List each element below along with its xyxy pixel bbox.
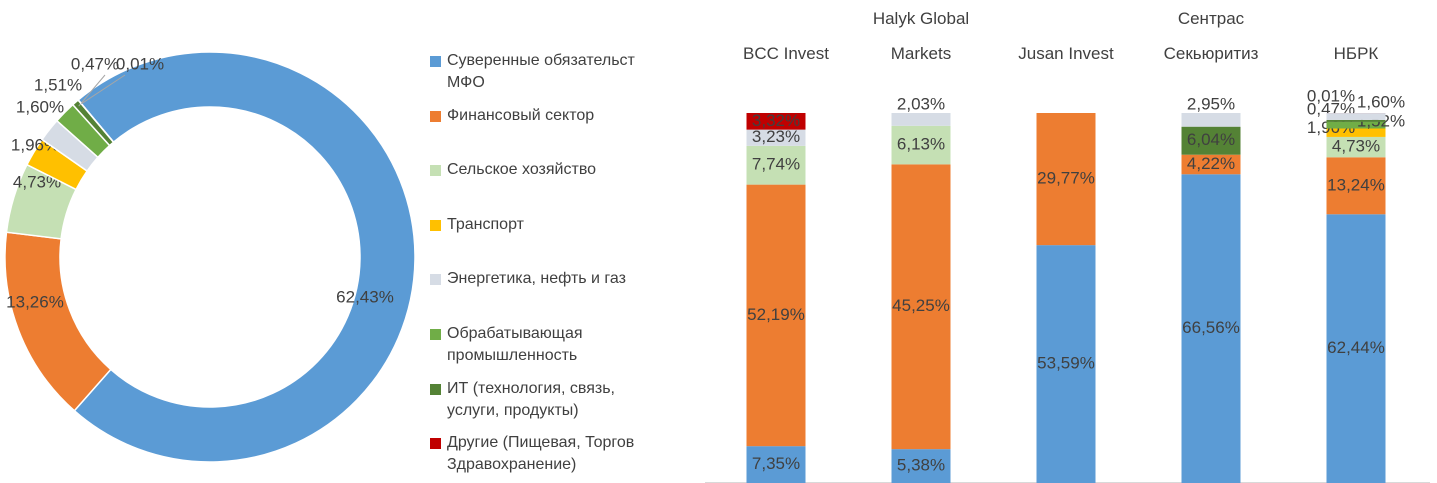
bar-segment: [1326, 214, 1386, 483]
data-label: 13,24%: [1327, 175, 1385, 194]
legend-label: ИТ (технология, связь, услуги, продукты): [447, 379, 615, 419]
data-label: 66,56%: [1182, 318, 1240, 337]
legend-item: Обрабатывающая промышленность: [430, 323, 667, 378]
bar-segment: [891, 125, 951, 165]
legend-item: Суверенные обязательст МФО: [430, 50, 667, 105]
data-label: 29,77%: [1037, 169, 1095, 188]
data-label: 3,23%: [752, 127, 800, 146]
data-label: 7,74%: [752, 155, 800, 174]
legend-swatch: [430, 383, 441, 395]
bar-segment: [1326, 113, 1386, 120]
leader-line: [81, 74, 126, 105]
legend-label: Транспорт: [447, 215, 524, 233]
legend: Суверенные обязательст МФО Финансовый сек…: [430, 50, 667, 483]
data-label: 62,43%: [336, 287, 394, 306]
legend-label: Суверенные обязательст МФО: [447, 52, 635, 91]
legend-label: Энергетика, нефть и газ: [447, 270, 626, 288]
bar-segment: [1181, 126, 1241, 155]
category-label: Сентрас Секьюритиз: [1164, 9, 1259, 63]
bar-segment: [1181, 154, 1241, 175]
data-label: 0,01%: [116, 54, 164, 73]
bar-segment: [1326, 136, 1386, 158]
bar-segment: [891, 113, 951, 126]
data-label: 5,38%: [897, 456, 945, 475]
data-label: 6,13%: [897, 135, 945, 154]
data-label: 2,03%: [897, 94, 945, 113]
donut-slice: [4, 231, 112, 412]
bar-segment: [1326, 121, 1386, 129]
bar-segment: [1326, 157, 1386, 215]
category-label: НБРК: [1334, 44, 1379, 63]
bar-segment: [746, 113, 806, 130]
donut-slice: [73, 51, 416, 463]
bar-segment: [746, 145, 806, 185]
category-label: Jusan Invest: [1018, 44, 1114, 63]
data-label: 2,95%: [1187, 94, 1235, 113]
data-label: 0,01%: [1307, 86, 1355, 105]
bar-segment: [746, 446, 806, 483]
leader-line: [78, 74, 106, 107]
legend-swatch: [430, 110, 441, 122]
legend-swatch: [430, 438, 441, 450]
data-label: 53,59%: [1037, 354, 1095, 373]
data-label: 4,73%: [13, 172, 61, 191]
data-label: 1,51%: [34, 75, 82, 94]
bar-segment: [1326, 128, 1386, 137]
data-label: 13,26%: [6, 292, 64, 311]
data-label: 6,04%: [1187, 130, 1235, 149]
bar-segment: [891, 164, 951, 450]
data-label: 0,47%: [71, 54, 119, 73]
donut-slice: [77, 98, 115, 144]
legend-item: ИТ (технология, связь, услуги, продукты): [430, 378, 667, 433]
data-label: 7,35%: [752, 454, 800, 473]
legend-item: Другие (Пищевая, Торгов Здравохранение): [430, 432, 667, 483]
legend-label: Сельское хозяйство: [447, 161, 597, 179]
legend-swatch: [430, 56, 441, 67]
legend-swatch: [430, 328, 441, 340]
legend-item: Транспорт: [430, 214, 667, 269]
data-label: 45,25%: [892, 296, 950, 315]
category-label: BCC Invest: [743, 44, 829, 63]
legend-label: Обрабатывающая промышленность: [447, 324, 583, 364]
bar-segment: [1181, 113, 1241, 127]
data-label: 1,60%: [1357, 93, 1405, 112]
legend-item: Энергетика, нефть и газ: [430, 268, 667, 323]
bar-segment: [746, 184, 806, 447]
legend-label: Финансовый сектор: [447, 106, 595, 124]
legend-swatch: [430, 219, 441, 231]
legend-item: Финансовый сектор: [430, 105, 667, 160]
data-label: 4,73%: [1332, 137, 1380, 156]
data-label: 52,19%: [747, 305, 805, 324]
bar-segment: [1036, 113, 1096, 246]
legend-label: Другие (Пищевая, Торгов Здравохранение): [447, 434, 635, 474]
bar-segment: [891, 449, 951, 483]
legend-swatch: [430, 165, 441, 177]
bar-segment: [1326, 119, 1386, 122]
bar-segment: [1036, 245, 1096, 483]
data-label: 62,44%: [1327, 338, 1385, 357]
data-label: 4,22%: [1187, 154, 1235, 173]
data-label: 1,60%: [16, 97, 64, 116]
bar-segment: [746, 129, 806, 146]
legend-item: Сельское хозяйство: [430, 159, 667, 214]
data-label: 3,32%: [752, 111, 800, 130]
legend-swatch: [430, 274, 441, 286]
category-label: Halyk Global Markets: [873, 9, 969, 63]
bar-segment: [1181, 174, 1241, 483]
